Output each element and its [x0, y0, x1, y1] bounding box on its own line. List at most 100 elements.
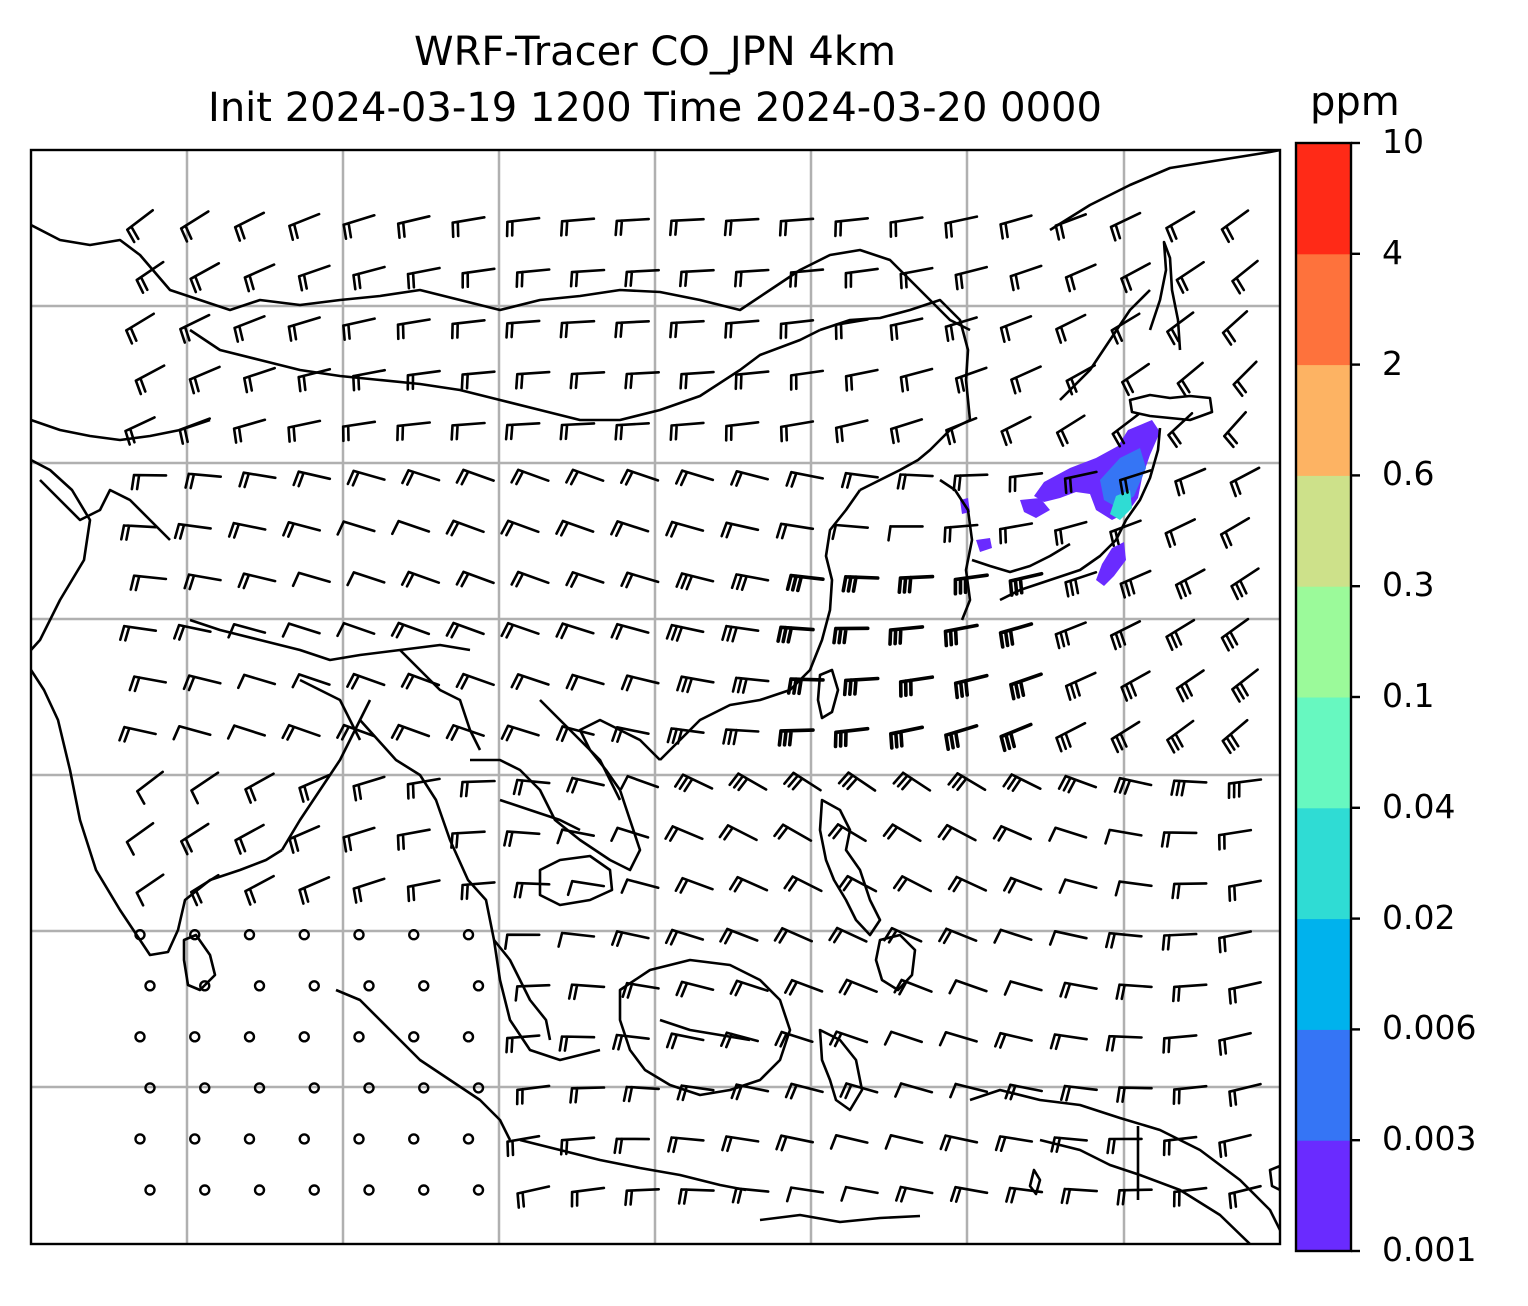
wind-barb	[1003, 980, 1043, 996]
wind-barb	[1174, 467, 1207, 497]
wind-barbs	[118, 209, 1263, 1210]
wind-barb	[841, 575, 880, 593]
wind-barb-calm	[298, 1133, 310, 1145]
wind-barb	[450, 830, 486, 849]
wind-barb	[1000, 415, 1032, 447]
wind-barb	[889, 418, 924, 445]
wind-barb-calm	[134, 1031, 146, 1043]
wind-barb-calm	[189, 1133, 201, 1145]
wind-barb-calm	[363, 980, 375, 992]
wind-barb	[840, 471, 879, 489]
wind-barb	[883, 1030, 923, 1046]
coastline-sakhalin	[1148, 240, 1182, 351]
wind-barb	[675, 980, 715, 998]
wind-barb	[189, 873, 220, 907]
wind-barb	[844, 267, 879, 289]
border-russia-mongolia	[31, 223, 971, 332]
wind-barb	[1116, 1086, 1153, 1103]
wind-barb	[510, 468, 550, 486]
wind-barb	[731, 676, 770, 694]
wind-barb	[724, 319, 760, 339]
wind-barb	[720, 521, 760, 539]
wind-barb	[827, 823, 867, 843]
wind-barb-calm	[199, 980, 211, 992]
wind-barb-calm	[472, 1184, 485, 1196]
wind-barb	[292, 470, 332, 488]
wind-barb	[620, 674, 660, 692]
wind-barb	[396, 215, 431, 239]
wind-barb	[730, 573, 770, 591]
wind-barb	[779, 420, 815, 443]
wind-barb	[226, 724, 266, 740]
wind-barb	[297, 367, 332, 393]
wind-barb	[783, 875, 823, 893]
wind-barb	[952, 473, 989, 492]
wind-barb	[406, 777, 441, 800]
wind-barb	[237, 673, 277, 690]
border-laos-vietnam	[539, 699, 622, 801]
wind-barb-calm	[308, 980, 320, 992]
wind-barb	[833, 726, 870, 749]
wind-barb	[238, 471, 277, 489]
wind-barb	[834, 419, 869, 444]
wind-barb	[559, 319, 596, 339]
wind-barb	[610, 520, 650, 537]
wind-barb	[557, 931, 596, 948]
colorbar-segment	[1296, 143, 1351, 255]
wind-barb	[172, 725, 212, 741]
wind-barb-calm	[298, 929, 310, 941]
wind-barb	[1162, 1034, 1198, 1054]
wind-barb	[505, 319, 541, 339]
wind-barb	[281, 622, 321, 638]
colorbar-tick-label: 0.3	[1382, 565, 1435, 605]
wind-barb	[455, 570, 495, 588]
wind-barb	[514, 983, 551, 1002]
colorbar-segment	[1296, 1029, 1351, 1141]
wind-barb	[679, 370, 715, 390]
wind-barb	[893, 978, 933, 996]
coastline-india	[31, 458, 92, 651]
country-borders	[31, 223, 1140, 1200]
wind-barb	[445, 724, 485, 741]
wind-barb	[459, 779, 496, 798]
wind-barb	[674, 876, 714, 894]
colorbar-segment	[1296, 918, 1351, 1030]
wind-barb-calm	[134, 1133, 146, 1145]
wind-barb	[505, 216, 541, 238]
wind-barb	[346, 672, 386, 690]
wind-barb	[1054, 621, 1087, 650]
wind-barb	[999, 214, 1033, 240]
map-title: WRF-Tracer CO_JPN 4km	[414, 29, 896, 75]
wind-barb	[282, 521, 321, 538]
wind-barb	[1064, 571, 1098, 598]
wind-barb	[1176, 361, 1204, 397]
wind-barb	[352, 368, 386, 392]
colorbar-tick-label: 0.02	[1382, 897, 1456, 937]
wind-barb	[620, 878, 660, 894]
border-afghan-pakistan	[39, 479, 171, 541]
wind-barb	[834, 318, 869, 341]
wind-barb	[556, 828, 595, 845]
wind-barb	[899, 266, 934, 290]
wind-barb	[566, 879, 606, 897]
wind-barb	[1228, 1082, 1262, 1107]
colorbar-tick-label: 0.04	[1382, 786, 1456, 826]
wind-barb-calm	[298, 1031, 310, 1043]
wind-barb	[1003, 876, 1043, 894]
wind-barb	[838, 874, 878, 893]
wind-barb	[136, 770, 164, 805]
wind-barb	[621, 981, 660, 999]
colorbar-segment	[1296, 586, 1351, 698]
wind-barb	[722, 728, 760, 746]
wind-barb-calm	[243, 929, 256, 941]
wind-barb	[1110, 312, 1141, 345]
wind-barb-calm	[353, 1133, 365, 1145]
wind-barb	[1010, 365, 1042, 395]
wind-barb	[831, 523, 869, 541]
wind-barb	[1220, 617, 1250, 652]
wind-barb	[1116, 1188, 1153, 1206]
wind-barb	[227, 623, 267, 639]
wind-barb	[1231, 259, 1259, 295]
wind-barb	[1164, 518, 1196, 548]
wind-barb	[183, 573, 222, 591]
